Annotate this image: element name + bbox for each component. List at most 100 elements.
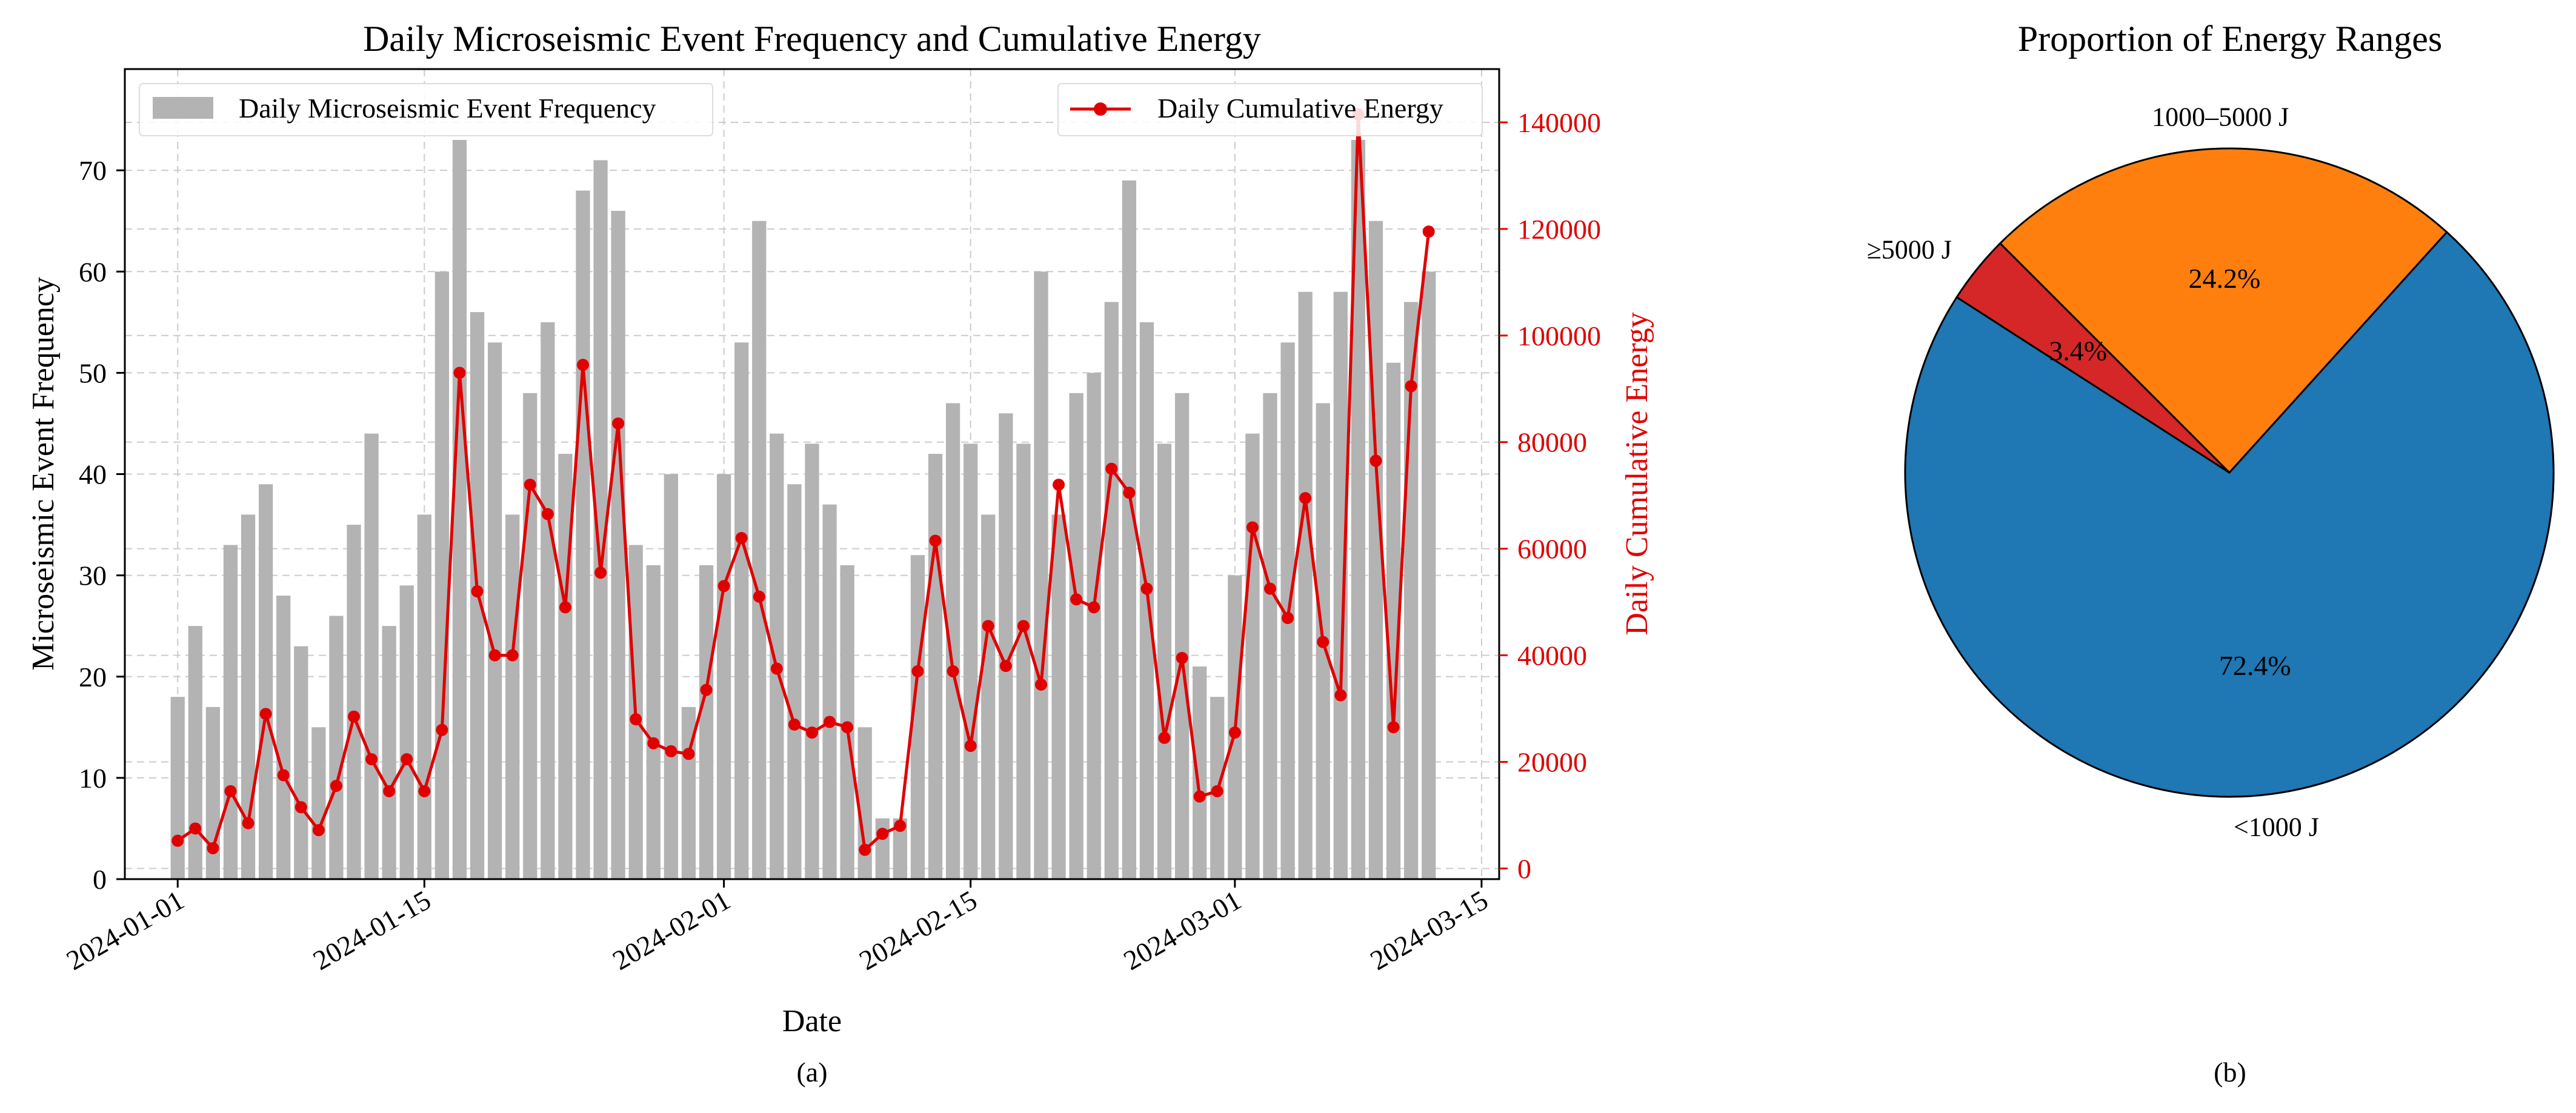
frequency-bar — [558, 454, 573, 879]
pie-slice-label: 1000–5000 J — [2152, 102, 2289, 132]
frequency-bar — [1016, 444, 1031, 879]
energy-point — [806, 726, 818, 739]
energy-series-line — [176, 113, 1431, 852]
energy-point — [717, 580, 730, 593]
x-axis-ticks: 2024-01-01 2024-01-15 2024-02-01 2024-02-15… — [61, 879, 1493, 976]
frequency-bar — [999, 413, 1013, 879]
energy-point — [259, 708, 272, 720]
energy-point — [1017, 620, 1030, 633]
energy-point — [911, 665, 924, 677]
left-caption: (a) — [796, 1057, 827, 1088]
frequency-bar — [664, 474, 679, 879]
y2-tick-label: 40000 — [1517, 640, 1587, 671]
frequency-bar — [1069, 393, 1083, 879]
pie-slice — [1999, 147, 2448, 474]
pie-pct-label: 72.4% — [2219, 650, 2291, 681]
energy-point — [524, 479, 536, 491]
energy-point — [788, 718, 800, 731]
energy-point — [665, 745, 677, 757]
frequency-bar — [822, 504, 837, 879]
pie-caption: (b) — [2214, 1057, 2246, 1088]
energy-point — [171, 834, 184, 847]
pie-slice-label: ≥5000 J — [1867, 235, 1952, 265]
frequency-bar — [1174, 393, 1190, 879]
energy-point — [1211, 785, 1223, 797]
energy-point — [295, 801, 307, 814]
energy-point — [1264, 582, 1276, 595]
frequency-bar — [347, 525, 361, 879]
frequency-bar — [1193, 666, 1207, 879]
energy-point — [401, 753, 413, 766]
energy-point — [841, 721, 854, 734]
energy-point — [365, 753, 378, 766]
energy-point — [277, 769, 290, 782]
frequency-bar — [417, 514, 431, 879]
frequency-bar — [276, 596, 291, 879]
y2-tick-label: 20000 — [1517, 746, 1587, 777]
frequency-bar — [805, 444, 819, 879]
frequency-bar — [964, 444, 978, 879]
legend-energy: Daily Cumulative Energy — [1057, 83, 1483, 136]
energy-point — [1317, 636, 1330, 648]
frequency-bar — [364, 433, 379, 879]
bar-line-chart: Daily Microseismic Event Frequency and C… — [26, 19, 1654, 1088]
energy-point — [1105, 462, 1118, 475]
energy-point — [312, 824, 325, 837]
energy-point — [947, 665, 959, 677]
frequency-bar — [1422, 271, 1436, 879]
frequency-bar — [875, 818, 890, 879]
left-axis-ticks: 0 10 20 30 40 50 60 70 — [79, 155, 125, 895]
legend-frequency-label: Daily Microseismic Event Frequency — [239, 93, 656, 124]
energy-point — [488, 649, 501, 662]
energy-point — [418, 785, 431, 797]
frequency-bar — [981, 514, 996, 879]
energy-point — [1228, 726, 1241, 739]
left-chart-title: Daily Microseismic Event Frequency and C… — [363, 19, 1261, 59]
pie-pct-label: 3.4% — [2049, 336, 2107, 367]
frequency-bar — [505, 514, 520, 879]
energy-point — [383, 785, 396, 797]
energy-point — [1422, 225, 1435, 238]
frequency-bar — [294, 646, 308, 879]
legend-frequency-swatch — [153, 97, 213, 119]
y2-tick-label: 60000 — [1517, 534, 1587, 565]
y-tick-label: 30 — [79, 560, 107, 591]
energy-point — [682, 748, 695, 760]
energy-point — [1299, 492, 1312, 505]
right-axis-ticks: 0 20000 40000 60000 80000 100000 120000 140000 — [1499, 107, 1601, 884]
energy-point — [453, 367, 466, 379]
frequency-bar — [1104, 302, 1119, 879]
frequency-bar — [1087, 373, 1101, 879]
energy-point — [1088, 601, 1100, 614]
energy-point — [541, 508, 554, 520]
y-axis-label: Microseismic Event Frequency — [26, 277, 61, 671]
energy-point — [1405, 380, 1417, 393]
energy-point — [1140, 582, 1153, 595]
energy-point — [999, 660, 1012, 673]
frequency-bar — [399, 585, 414, 879]
energy-point — [1053, 479, 1065, 491]
energy-point — [1246, 521, 1259, 534]
energy-point — [1158, 731, 1171, 744]
energy-point — [894, 820, 907, 832]
energy-point — [859, 843, 871, 856]
energy-point — [630, 713, 642, 726]
frequency-bar — [1157, 444, 1172, 879]
frequency-bar — [170, 697, 185, 879]
frequency-bar — [928, 454, 943, 879]
y2-tick-label: 120000 — [1517, 214, 1601, 245]
x-tick-label: 2024-02-01 — [607, 884, 735, 975]
energy-point — [471, 585, 484, 598]
y2-axis-label: Daily Cumulative Energy — [1620, 312, 1654, 635]
frequency-bar — [223, 545, 238, 879]
energy-line — [171, 108, 1435, 856]
y-tick-label: 60 — [79, 256, 107, 287]
y2-tick-label: 0 — [1517, 853, 1531, 884]
pie-labels: 1000–5000 J 24.2% <1000 J 72.4% ≥5000 J 3.4% — [1867, 102, 2319, 842]
frequency-bar — [593, 160, 608, 880]
frequency-bar — [1051, 514, 1066, 879]
pie-chart: Proportion of Energy Ranges 1000–5000 J 2… — [1867, 19, 2555, 1088]
y-tick-label: 20 — [79, 662, 107, 693]
frequency-bars — [170, 139, 1436, 880]
energy-point — [1334, 689, 1347, 702]
